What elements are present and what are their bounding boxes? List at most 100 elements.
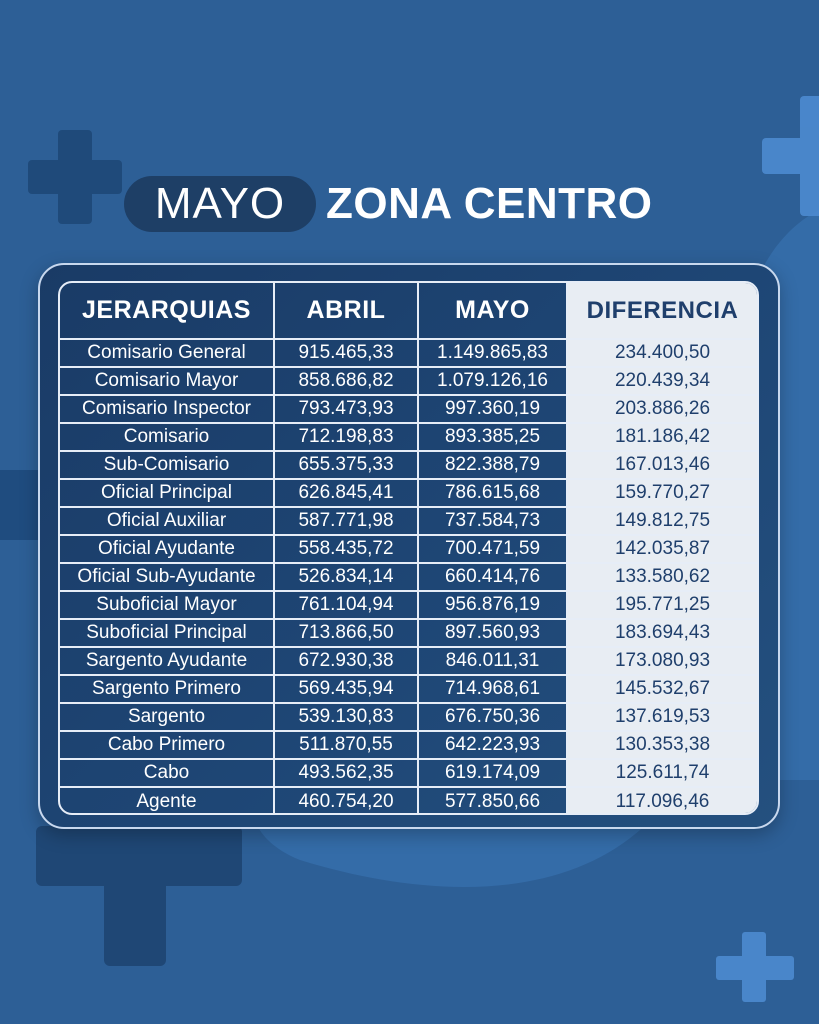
cell-diferencia: 117.096,46 bbox=[567, 787, 757, 813]
cell-jerarquia: Cabo Primero bbox=[60, 731, 275, 760]
title-month-pill: MAYO bbox=[124, 176, 316, 232]
header-jerarquias: JERARQUIAS bbox=[60, 283, 275, 340]
title-zone: ZONA CENTRO bbox=[326, 179, 653, 228]
cell-jerarquia: Comisario Inspector bbox=[60, 395, 275, 424]
cell-mayo: 642.223,93 bbox=[418, 731, 568, 760]
cell-jerarquia: Comisario Mayor bbox=[60, 367, 275, 396]
cell-diferencia: 145.532,67 bbox=[567, 675, 757, 704]
header-diferencia: DIFERENCIA bbox=[567, 283, 757, 340]
table-row: Sub-Comisario 655.375,33 822.388,79 167.013… bbox=[60, 451, 757, 480]
cell-abril: 558.435,72 bbox=[274, 535, 419, 564]
table-body: Comisario General 915.465,33 1.149.865,83 2… bbox=[60, 339, 757, 813]
cell-jerarquia: Comisario bbox=[60, 423, 275, 452]
cell-abril: 460.754,20 bbox=[274, 787, 419, 813]
cell-abril: 511.870,55 bbox=[274, 731, 419, 760]
cell-diferencia: 142.035,87 bbox=[567, 535, 757, 564]
cell-abril: 587.771,98 bbox=[274, 507, 419, 536]
table-row: Oficial Principal 626.845,41 786.615,68 159… bbox=[60, 479, 757, 508]
cell-abril: 712.198,83 bbox=[274, 423, 419, 452]
table-row: Comisario General 915.465,33 1.149.865,83 2… bbox=[60, 339, 757, 368]
cell-mayo: 997.360,19 bbox=[418, 395, 568, 424]
table-row: Sargento Primero 569.435,94 714.968,61 145.… bbox=[60, 675, 757, 704]
cell-jerarquia: Sargento Primero bbox=[60, 675, 275, 704]
cell-mayo: 893.385,25 bbox=[418, 423, 568, 452]
header-mayo: MAYO bbox=[418, 283, 568, 340]
table-row: Cabo Primero 511.870,55 642.223,93 130.353,… bbox=[60, 731, 757, 760]
cell-jerarquia: Oficial Principal bbox=[60, 479, 275, 508]
cell-mayo: 1.149.865,83 bbox=[418, 339, 568, 368]
cell-abril: 672.930,38 bbox=[274, 647, 419, 676]
cell-abril: 539.130,83 bbox=[274, 703, 419, 732]
table-header-row: JERARQUIAS ABRIL MAYO DIFERENCIA bbox=[60, 283, 757, 340]
cell-jerarquia: Sargento bbox=[60, 703, 275, 732]
cell-diferencia: 234.400,50 bbox=[567, 339, 757, 368]
cell-jerarquia: Suboficial Mayor bbox=[60, 591, 275, 620]
cell-diferencia: 159.770,27 bbox=[567, 479, 757, 508]
title-month: MAYO bbox=[154, 179, 286, 228]
table-row: Agente 460.754,20 577.850,66 117.096,46 bbox=[60, 787, 757, 813]
cell-mayo: 676.750,36 bbox=[418, 703, 568, 732]
cell-mayo: 577.850,66 bbox=[418, 787, 568, 813]
cell-diferencia: 220.439,34 bbox=[567, 367, 757, 396]
cell-diferencia: 167.013,46 bbox=[567, 451, 757, 480]
cell-jerarquia: Cabo bbox=[60, 759, 275, 788]
table-row: Sargento 539.130,83 676.750,36 137.619,53 bbox=[60, 703, 757, 732]
cell-abril: 526.834,14 bbox=[274, 563, 419, 592]
cell-mayo: 786.615,68 bbox=[418, 479, 568, 508]
cell-mayo: 714.968,61 bbox=[418, 675, 568, 704]
cell-mayo: 660.414,76 bbox=[418, 563, 568, 592]
cell-mayo: 1.079.126,16 bbox=[418, 367, 568, 396]
cell-abril: 858.686,82 bbox=[274, 367, 419, 396]
table-row: Oficial Sub-Ayudante 526.834,14 660.414,76… bbox=[60, 563, 757, 592]
cell-jerarquia: Comisario General bbox=[60, 339, 275, 368]
cell-diferencia: 133.580,62 bbox=[567, 563, 757, 592]
cell-jerarquia: Oficial Sub-Ayudante bbox=[60, 563, 275, 592]
cell-abril: 793.473,93 bbox=[274, 395, 419, 424]
salary-table: JERARQUIAS ABRIL MAYO DIFERENCIA Comisar… bbox=[60, 283, 757, 813]
cell-abril: 713.866,50 bbox=[274, 619, 419, 648]
table-row: Comisario 712.198,83 893.385,25 181.186,42 bbox=[60, 423, 757, 452]
cell-diferencia: 130.353,38 bbox=[567, 731, 757, 760]
cell-abril: 626.845,41 bbox=[274, 479, 419, 508]
table-row: Suboficial Principal 713.866,50 897.560,93… bbox=[60, 619, 757, 648]
cell-diferencia: 195.771,25 bbox=[567, 591, 757, 620]
table-row: Oficial Ayudante 558.435,72 700.471,59 142.… bbox=[60, 535, 757, 564]
salary-table-container: JERARQUIAS ABRIL MAYO DIFERENCIA Comisar… bbox=[58, 281, 759, 815]
table-row: Oficial Auxiliar 587.771,98 737.584,73 149.… bbox=[60, 507, 757, 536]
cell-abril: 761.104,94 bbox=[274, 591, 419, 620]
plus-icon-top-left bbox=[28, 130, 122, 224]
plus-icon-top-right bbox=[762, 96, 819, 216]
plus-icon-bottom-left bbox=[36, 790, 242, 966]
cell-mayo: 822.388,79 bbox=[418, 451, 568, 480]
cell-abril: 915.465,33 bbox=[274, 339, 419, 368]
cell-abril: 569.435,94 bbox=[274, 675, 419, 704]
cell-jerarquia: Agente bbox=[60, 787, 275, 813]
table-row: Comisario Mayor 858.686,82 1.079.126,16 220… bbox=[60, 367, 757, 396]
cell-jerarquia: Sub-Comisario bbox=[60, 451, 275, 480]
cell-mayo: 737.584,73 bbox=[418, 507, 568, 536]
cell-diferencia: 173.080,93 bbox=[567, 647, 757, 676]
table-row: Cabo 493.562,35 619.174,09 125.611,74 bbox=[60, 759, 757, 788]
table-row: Sargento Ayudante 672.930,38 846.011,31 173… bbox=[60, 647, 757, 676]
cell-diferencia: 137.619,53 bbox=[567, 703, 757, 732]
cell-diferencia: 149.812,75 bbox=[567, 507, 757, 536]
cell-abril: 655.375,33 bbox=[274, 451, 419, 480]
cell-mayo: 956.876,19 bbox=[418, 591, 568, 620]
cell-jerarquia: Suboficial Principal bbox=[60, 619, 275, 648]
table-row: Comisario Inspector 793.473,93 997.360,19 2… bbox=[60, 395, 757, 424]
cell-mayo: 897.560,93 bbox=[418, 619, 568, 648]
cell-jerarquia: Oficial Auxiliar bbox=[60, 507, 275, 536]
header-abril: ABRIL bbox=[274, 283, 419, 340]
cell-diferencia: 125.611,74 bbox=[567, 759, 757, 788]
cell-diferencia: 183.694,43 bbox=[567, 619, 757, 648]
cell-diferencia: 181.186,42 bbox=[567, 423, 757, 452]
cell-mayo: 619.174,09 bbox=[418, 759, 568, 788]
cell-abril: 493.562,35 bbox=[274, 759, 419, 788]
cell-mayo: 700.471,59 bbox=[418, 535, 568, 564]
cell-jerarquia: Sargento Ayudante bbox=[60, 647, 275, 676]
plus-icon-bottom-right bbox=[716, 932, 794, 1002]
cell-diferencia: 203.886,26 bbox=[567, 395, 757, 424]
cell-jerarquia: Oficial Ayudante bbox=[60, 535, 275, 564]
table-row: Suboficial Mayor 761.104,94 956.876,19 195.… bbox=[60, 591, 757, 620]
cell-mayo: 846.011,31 bbox=[418, 647, 568, 676]
